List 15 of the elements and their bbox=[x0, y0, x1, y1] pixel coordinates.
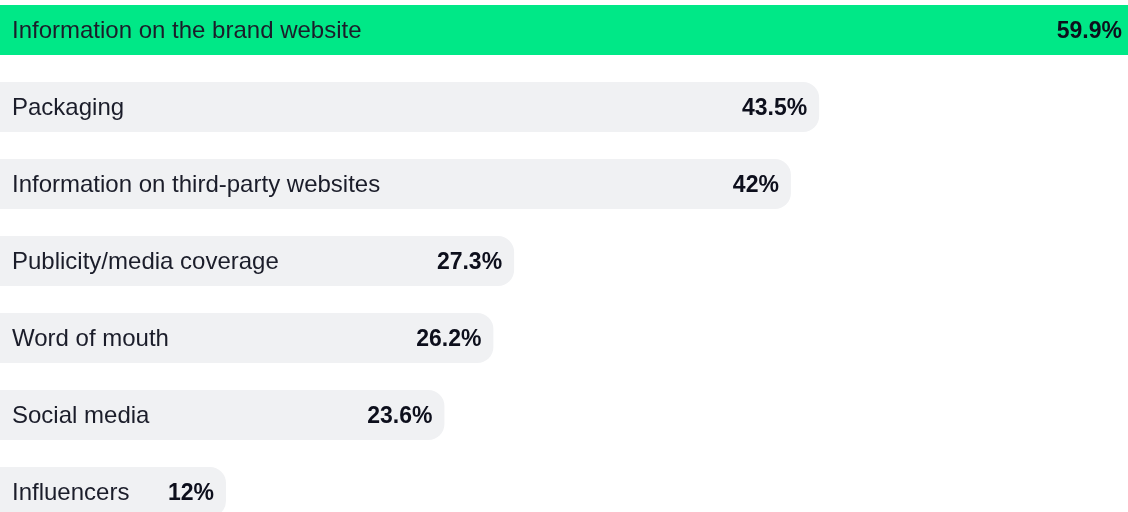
y-tick-label: Packaging bbox=[12, 93, 125, 121]
data-label: 12% bbox=[167, 479, 214, 506]
y-tick-label: Information on third-party websites bbox=[12, 170, 381, 198]
bar bbox=[0, 5, 1128, 55]
y-tick-label: Influencers bbox=[12, 478, 130, 506]
data-label: 59.9% bbox=[1056, 17, 1122, 44]
data-label: 26.2% bbox=[416, 325, 482, 352]
data-label: 27.3% bbox=[436, 248, 503, 275]
data-label: 43.5% bbox=[741, 94, 808, 121]
data-label: 42% bbox=[732, 171, 779, 198]
y-tick-label: Information on the brand website bbox=[12, 16, 362, 44]
y-tick-label: Social media bbox=[12, 401, 151, 429]
y-tick-label: Publicity/media coverage bbox=[12, 247, 279, 275]
data-label: 23.6% bbox=[367, 402, 433, 429]
y-tick-label: Word of mouth bbox=[12, 324, 169, 352]
